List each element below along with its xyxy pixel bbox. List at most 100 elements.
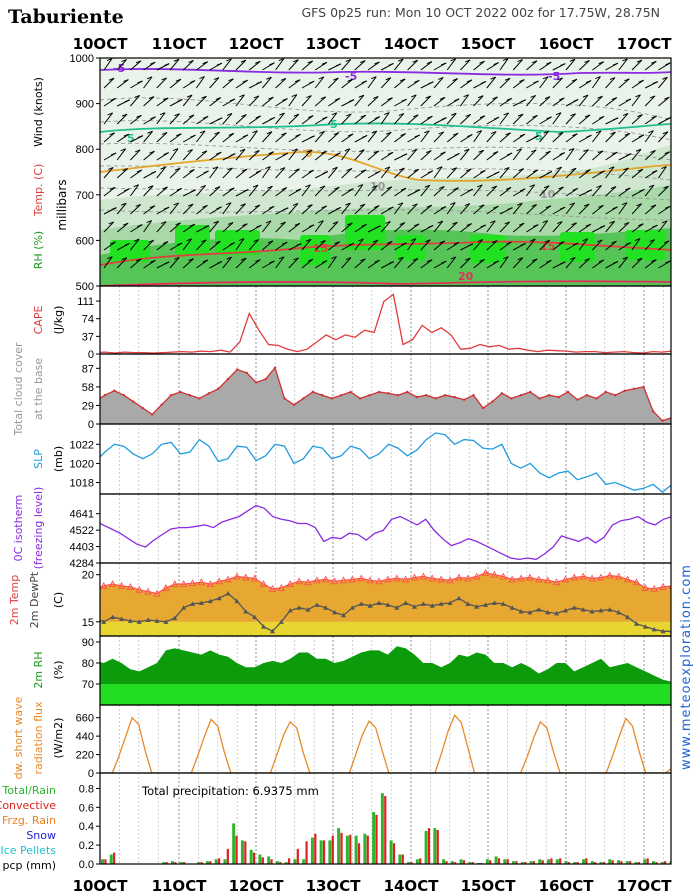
wind-barb (182, 169, 195, 179)
wind-barb (288, 113, 300, 125)
isotherm-line (100, 240, 671, 266)
wind-barb (130, 60, 142, 71)
wind-barb (473, 184, 483, 197)
wind-barb (248, 60, 261, 71)
wind-barb (420, 95, 432, 107)
wind-barb (512, 202, 523, 215)
series-point (453, 395, 456, 399)
wind-barb (314, 96, 327, 107)
wind-barb (103, 166, 114, 179)
wind-barb (658, 62, 671, 71)
wind-barb (565, 78, 578, 89)
temp-point (428, 574, 437, 582)
precip-total-bar (407, 862, 411, 864)
wind-barb (328, 166, 338, 179)
dewpoint-point (491, 600, 497, 605)
wind-barb (288, 133, 301, 143)
wind-barb (288, 243, 302, 251)
y-tick-label: 0.2 (79, 840, 94, 852)
wind-barb (314, 185, 326, 197)
wind-barb (130, 224, 143, 233)
temp-point (455, 573, 463, 581)
precip-convective-bar (401, 854, 404, 864)
wind-barb (327, 256, 337, 269)
slp-unit-label: (mb) (52, 446, 65, 472)
y-tick-label: 700 (76, 190, 94, 202)
wind-barb (578, 134, 592, 143)
series-point (311, 390, 315, 394)
temp-point (117, 582, 126, 589)
wind-barb (275, 77, 287, 89)
wind-barb (565, 242, 579, 251)
precip-total-bar (599, 862, 603, 864)
wind-barb (486, 96, 498, 107)
wind-barb (367, 205, 380, 215)
precip-convective-bar (646, 858, 649, 864)
dewpoint-point (483, 602, 489, 607)
wind-barb (526, 258, 538, 269)
wind-barb (394, 167, 405, 179)
wind-barb (565, 222, 577, 233)
precip-total-bar (520, 862, 524, 864)
dewpoint-point (287, 608, 293, 613)
wind-barb (262, 62, 275, 71)
wind-barb (222, 153, 236, 161)
series-point (472, 394, 475, 397)
series-point (632, 387, 636, 390)
date-label-bottom: 10OCT (73, 877, 129, 895)
precip-total-bar (223, 859, 227, 864)
precip-convective-bar (637, 862, 641, 864)
wind-barb (328, 206, 341, 215)
wind-barb (182, 149, 193, 161)
wind-barb (354, 60, 366, 71)
wind-barb (262, 76, 272, 89)
wind-barb (631, 257, 643, 269)
wind-barb (394, 98, 407, 107)
wind-barb (644, 60, 657, 71)
dewpoint-point (127, 618, 133, 623)
series-point (396, 394, 400, 397)
wind-barb (644, 115, 657, 125)
wind-barb (130, 169, 143, 179)
dewpoint-point (234, 598, 240, 604)
wind-barb (631, 134, 645, 143)
y-tick-label: 111 (77, 296, 94, 308)
wind-barb (658, 131, 669, 143)
temp-point (535, 575, 543, 583)
wind-barb (248, 81, 262, 89)
wind-barb (446, 202, 456, 215)
wind-barb (314, 116, 328, 125)
wind-barb (578, 203, 590, 215)
wind-barb (526, 114, 538, 125)
wind-barb (130, 149, 141, 161)
temp-line (100, 572, 671, 595)
wind-barb (433, 220, 444, 233)
temp-point (464, 574, 472, 582)
wind-barb (248, 184, 259, 197)
wind-barb (196, 184, 206, 197)
wind-barb (314, 171, 328, 179)
wind-barb (578, 189, 593, 197)
wind-barb (209, 240, 221, 251)
precip-total-bar (660, 862, 664, 864)
wind-barb (433, 166, 443, 179)
series-point (169, 394, 173, 397)
wind-barb (658, 260, 671, 269)
wind-barb (420, 170, 434, 179)
precip-legend-unit: pcp (mm) (2, 859, 56, 872)
temp-point (268, 584, 277, 592)
date-label-bottom: 14OCT (384, 877, 440, 895)
wind-barb (275, 167, 286, 179)
dewpoint-point (580, 607, 586, 612)
wind-barb (512, 79, 525, 89)
shortwave-panel-series (100, 713, 671, 773)
series-point (491, 400, 494, 403)
y-tick-label: 4284 (70, 558, 94, 570)
series-point (113, 389, 116, 392)
wind-barb (459, 94, 470, 107)
precip-total-bar (503, 859, 507, 864)
wind-barb (235, 168, 248, 179)
wind-barb (130, 135, 144, 143)
wind-barb (512, 99, 527, 107)
temp-point (277, 583, 286, 591)
